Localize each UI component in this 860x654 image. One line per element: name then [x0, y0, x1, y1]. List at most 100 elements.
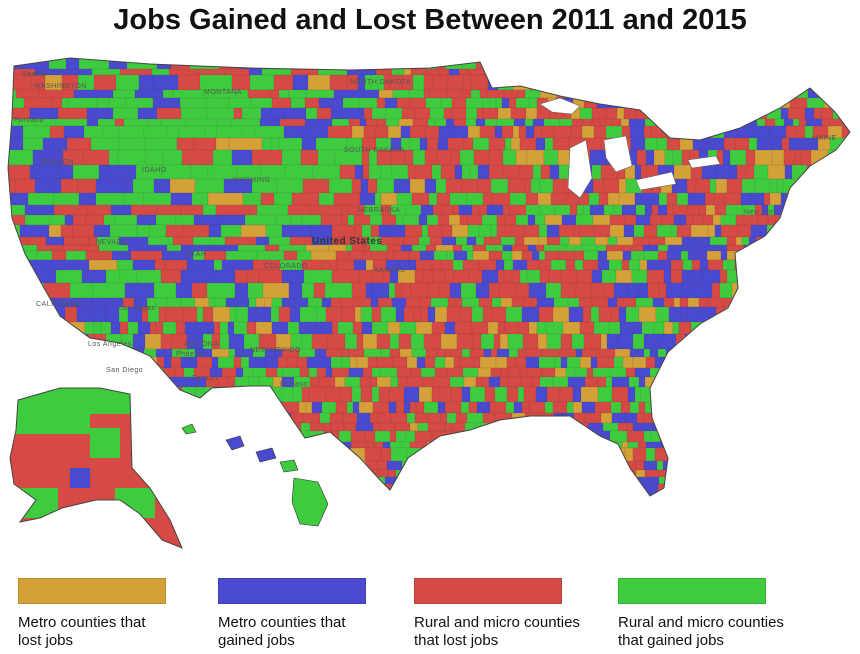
- county-cell: [114, 214, 138, 226]
- county-cell: [572, 386, 582, 403]
- county-cell: [521, 250, 533, 261]
- county-cell: [779, 348, 792, 358]
- county-cell: [582, 259, 599, 271]
- county-cell: [822, 68, 830, 76]
- county-cell: [525, 422, 543, 432]
- county-cell: [844, 74, 850, 91]
- county-cell: [397, 68, 405, 76]
- county-cell: [832, 501, 840, 509]
- county-cell: [632, 447, 647, 462]
- county-cell: [796, 192, 813, 206]
- county-cell: [426, 441, 439, 449]
- county-cell: [739, 460, 752, 471]
- county-cell: [143, 125, 168, 139]
- county-cell: [552, 306, 570, 323]
- county-cell: [657, 493, 665, 496]
- county-cell: [404, 469, 413, 478]
- county-cell: [8, 306, 10, 323]
- county-cell: [340, 297, 359, 308]
- county-cell: [291, 192, 320, 206]
- county-cell: [638, 282, 649, 299]
- county-cell: [207, 412, 222, 424]
- county-cell: [645, 149, 655, 166]
- county-cell: [800, 224, 813, 238]
- county-cell: [367, 441, 375, 449]
- county-cell: [648, 236, 666, 246]
- county-cell: [8, 282, 22, 299]
- county-cell: [508, 460, 516, 471]
- county-cell: [478, 224, 492, 238]
- county-cell: [794, 250, 806, 261]
- county-cell: [605, 244, 624, 252]
- county-cell: [517, 321, 530, 335]
- county-cell: [153, 178, 171, 194]
- lake-water: [539, 97, 581, 115]
- county-cell: [696, 386, 710, 403]
- county-cell: [290, 97, 306, 109]
- county-cell: [773, 89, 785, 99]
- county-cell: [286, 447, 305, 462]
- county-cell: [100, 321, 112, 335]
- county-cell: [615, 269, 633, 284]
- county-cell: [827, 333, 845, 350]
- choropleth-map[interactable]: United States WASHINGTON Seattle Portlan…: [0, 48, 860, 558]
- county-cell: [426, 68, 441, 76]
- county-cell: [495, 460, 510, 471]
- county-cell: [715, 401, 725, 414]
- county-cell: [854, 431, 860, 442]
- county-cell: [808, 412, 819, 424]
- county-cell: [821, 224, 835, 238]
- county-cell: [471, 74, 489, 91]
- county-cell: [318, 376, 336, 388]
- county-cell: [353, 214, 371, 226]
- county-cell: [207, 401, 216, 414]
- county-cell: [119, 137, 146, 151]
- county-cell: [826, 412, 838, 424]
- county-cell: [196, 68, 226, 76]
- county-cell: [812, 269, 831, 284]
- county-cell: [783, 89, 796, 99]
- county-cell: [589, 89, 605, 99]
- county-cell: [178, 125, 206, 139]
- county-cell: [722, 259, 736, 271]
- county-cell: [475, 236, 485, 246]
- county-cell: [475, 282, 490, 299]
- county-cell: [655, 306, 670, 323]
- county-cell: [92, 282, 126, 299]
- county-cell: [329, 412, 344, 424]
- county-cell: [430, 297, 449, 308]
- county-cell: [819, 259, 833, 271]
- county-cell: [589, 48, 599, 57]
- county-cell: [680, 250, 689, 261]
- county-cell: [591, 118, 601, 127]
- county-cell: [477, 469, 487, 478]
- county-cell: [240, 356, 250, 369]
- map-title: Jobs Gained and Lost Between 2011 and 20…: [113, 4, 747, 36]
- county-cell: [756, 430, 768, 443]
- county-cell: [730, 68, 748, 76]
- county-cell: [271, 460, 279, 471]
- county-cell: [704, 192, 715, 206]
- county-cell: [540, 164, 551, 180]
- county-cell: [213, 259, 223, 271]
- county-cell: [767, 97, 775, 109]
- county-cell: [580, 68, 597, 76]
- county-cell: [838, 204, 849, 216]
- county-cell: [414, 107, 431, 120]
- county-cell: [233, 356, 242, 369]
- legend-label-metro-gained: Metro counties that gained jobs: [218, 614, 346, 649]
- county-cell: [60, 376, 74, 388]
- county-cell: [495, 259, 505, 271]
- county-cell: [593, 321, 610, 335]
- county-cell: [419, 137, 428, 151]
- county-cell: [409, 460, 426, 471]
- county-cell: [288, 89, 307, 99]
- county-cell: [351, 125, 365, 139]
- county-cell: [60, 178, 79, 194]
- county-cell: [370, 250, 387, 261]
- county-cell: [301, 125, 313, 139]
- county-cell: [398, 333, 412, 350]
- legend-label-metro-lost: Metro counties that lost jobs: [18, 614, 146, 649]
- county-cell: [649, 348, 659, 358]
- county-cell: [599, 48, 607, 57]
